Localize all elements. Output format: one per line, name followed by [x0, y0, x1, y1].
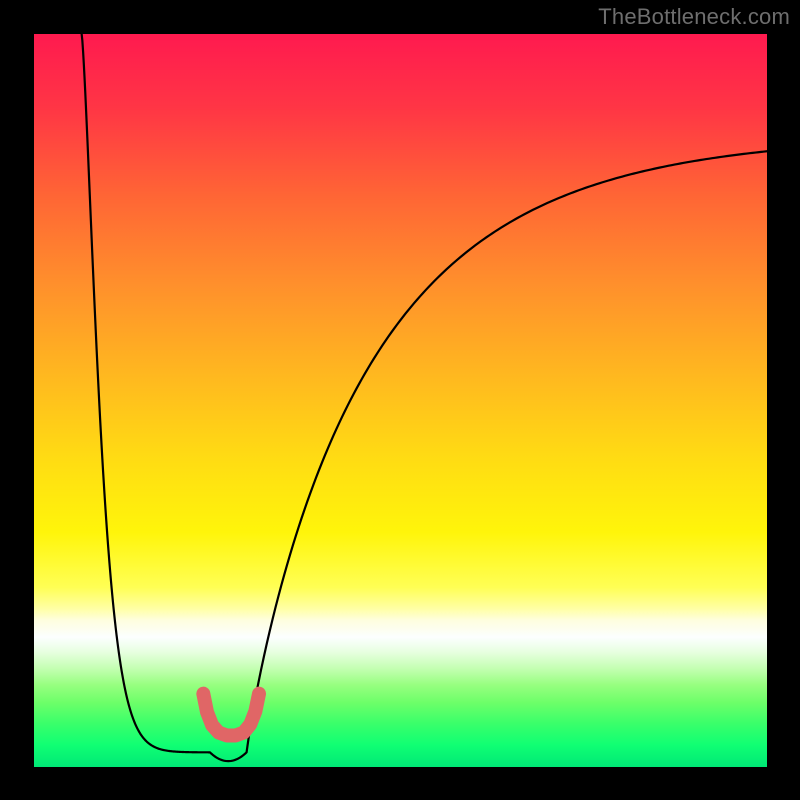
plot-svg: [34, 34, 767, 767]
gradient-bg: [34, 34, 767, 767]
plot-area: [34, 34, 767, 767]
watermark-text: TheBottleneck.com: [598, 4, 790, 30]
chart-stage: TheBottleneck.com: [0, 0, 800, 800]
